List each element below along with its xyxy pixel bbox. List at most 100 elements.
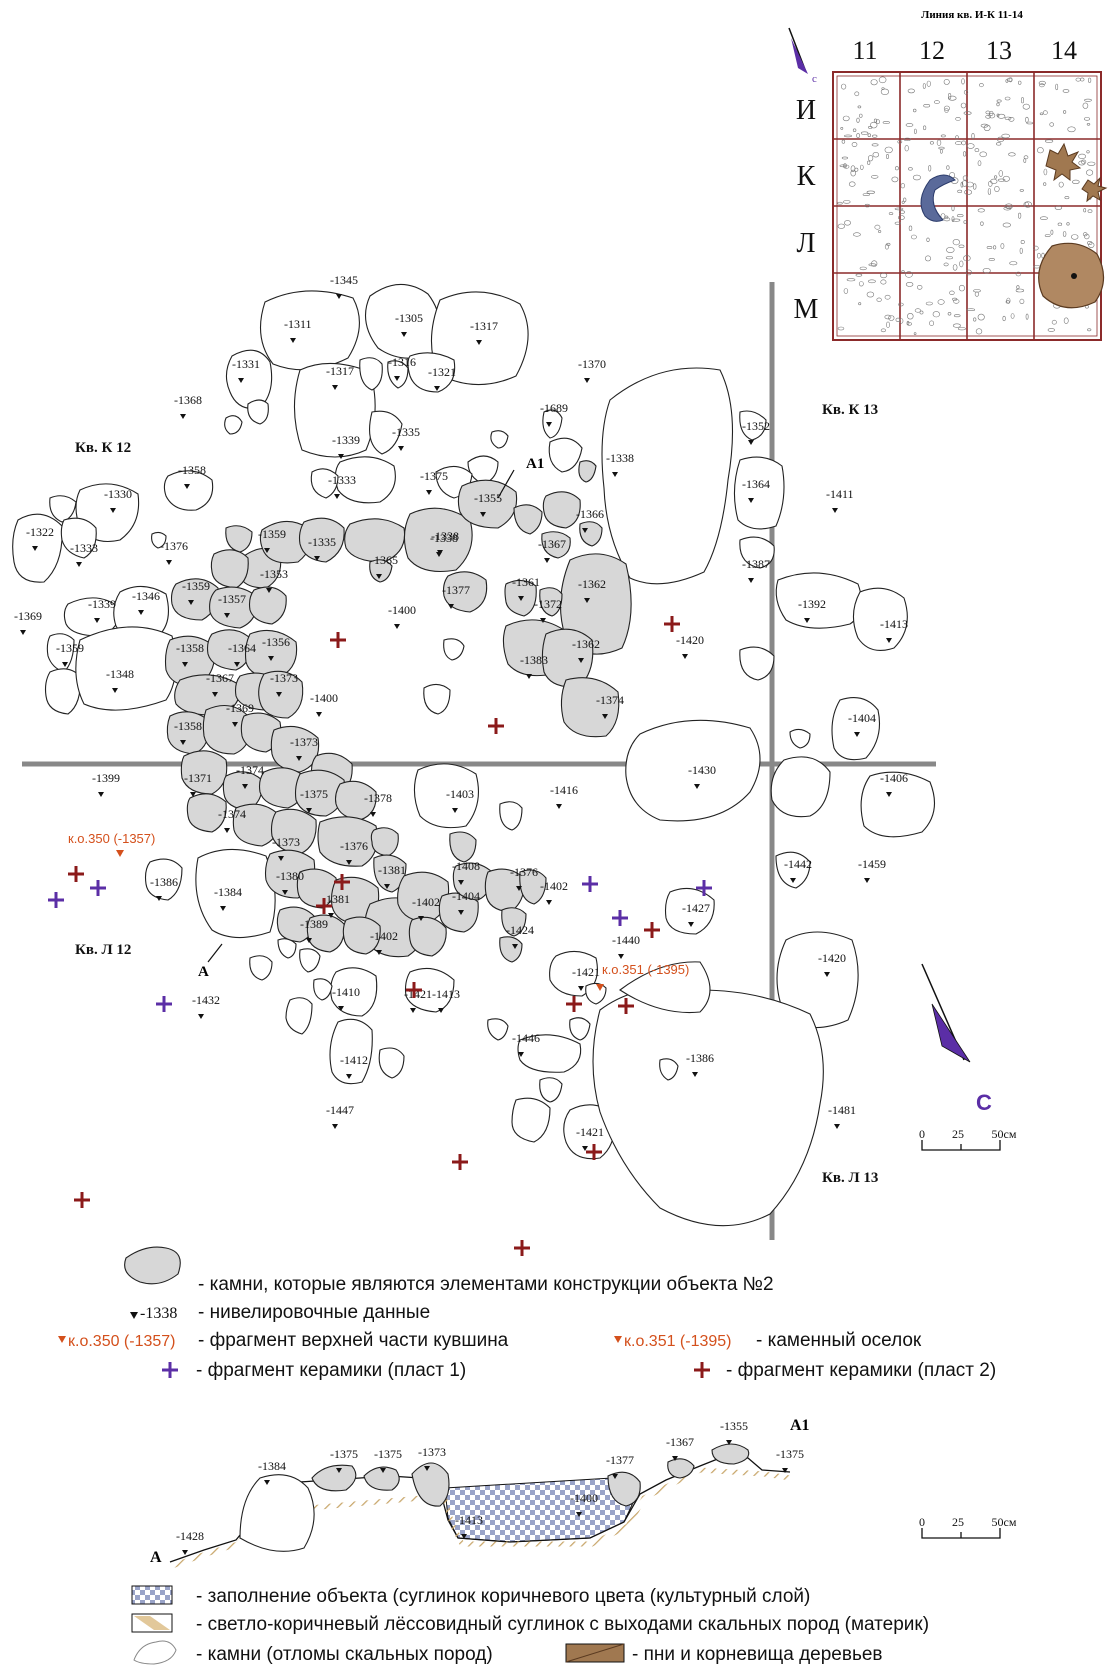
inset-pebble [1083, 208, 1087, 213]
inset-pebble [961, 140, 967, 146]
inset-pebble [924, 255, 931, 262]
inset-pebble [943, 262, 949, 267]
level-marker: -1374 [218, 807, 246, 833]
inset-pebble [1062, 89, 1070, 93]
level-marker: -1386 [150, 875, 178, 901]
ceramic-layer1-cross-icon [582, 876, 598, 892]
inset-pebble [1001, 133, 1011, 139]
level-marker: -1413 [880, 617, 908, 643]
level-marker: -1321 [428, 365, 456, 391]
level-value: -1377 [442, 583, 470, 597]
inset-pebble [1087, 77, 1092, 83]
inset-pebble [858, 281, 864, 287]
inset-pebble [1010, 313, 1015, 319]
inset-pebble [1087, 161, 1096, 166]
level-marker: -1316 [388, 355, 416, 381]
level-value: -1321 [428, 365, 456, 379]
inset-pebble [1008, 152, 1016, 157]
inset-pebble [850, 165, 856, 172]
legend-ceramic2-text: - фрагмент керамики (пласт 2) [726, 1360, 996, 1381]
level-value: -1339 [88, 597, 116, 611]
level-marker: -1339 [332, 433, 360, 459]
level-value: -1427 [682, 901, 710, 915]
inset-pebble [842, 115, 850, 122]
inset-pebble [1084, 117, 1091, 121]
inset-pebble [911, 234, 917, 240]
inset-pebble [1019, 247, 1023, 254]
inset-pebble [859, 113, 863, 118]
inset-north-letter: с [812, 73, 817, 85]
section-level-value: -1400 [570, 1491, 598, 1505]
inset-pebble [952, 239, 960, 246]
section-scale-0: 0 [919, 1515, 925, 1529]
inset-pebble [913, 332, 917, 335]
inset-pebble [882, 121, 890, 124]
inset-pebble [1023, 158, 1027, 163]
level-marker: -1322 [26, 525, 54, 551]
inset-pebble [952, 218, 961, 222]
inset-pebble [1084, 98, 1092, 102]
level-marker: -1481 [828, 1103, 856, 1129]
inset-pebble [964, 189, 972, 195]
ceramic-layer2-cross-icon [406, 982, 422, 998]
inset-pebble [963, 151, 967, 157]
plan-scale-25: 25 [952, 1127, 964, 1141]
section-level-value: -1384 [258, 1459, 286, 1473]
inset-pebble [1009, 261, 1018, 266]
legend-find1-marker-icon [58, 1336, 66, 1343]
inset-pebble [841, 139, 846, 144]
level-value: -1416 [550, 783, 578, 797]
level-marker: -1399 [92, 771, 120, 797]
level-value: -1311 [284, 317, 312, 331]
plan-scale-50: 50см [992, 1127, 1017, 1141]
level-value: -1399 [92, 771, 120, 785]
level-value: -1421 [572, 965, 600, 979]
level-value: -1689 [540, 401, 568, 415]
ceramic-markers [48, 616, 712, 1256]
inset-pebble [1086, 150, 1090, 154]
inset-pebble [901, 270, 905, 273]
level-value: -1316 [388, 355, 416, 369]
inset-row-labels: И К Л М [794, 95, 819, 325]
inset-pebble [1078, 160, 1086, 166]
inset-pebble [871, 134, 878, 138]
inset-pebble [839, 164, 847, 168]
level-value: -1359 [182, 579, 210, 593]
ceramic-layer2-cross-icon [316, 898, 332, 914]
level-marker: -1367 [206, 671, 234, 697]
ceramic-layer2-cross-icon [488, 718, 504, 734]
legend-bottom: - заполнение объекта (суглинок коричнево… [131, 1585, 929, 1665]
section-level-value: -1428 [176, 1529, 204, 1543]
inset-pebble [843, 288, 849, 294]
legend-ceramic2-cross-icon [694, 1362, 710, 1378]
level-value: -1370 [578, 357, 606, 371]
inset-pebble [884, 294, 891, 300]
inset-pebble [1039, 112, 1044, 116]
inset-pebble [1002, 175, 1010, 182]
section-scale-50: 50см [992, 1515, 1017, 1529]
inset-pebble [949, 290, 955, 295]
level-value: -1335 [392, 425, 420, 439]
inset-row-l: Л [797, 228, 816, 259]
section-level-value: -1377 [606, 1453, 634, 1467]
level-value: -1338 [431, 529, 459, 543]
level-marker: -1442 [784, 857, 812, 883]
inset-pebble [998, 170, 1003, 177]
square-label-k13: Кв. К 13 [822, 402, 878, 418]
inset-pebble [1047, 328, 1055, 332]
level-marker: -1365 [370, 553, 398, 579]
section-level-value: -1413 [455, 1513, 483, 1527]
inset-pebble [1005, 205, 1013, 210]
inset-pebble [958, 284, 965, 292]
level-marker: -1356 [262, 635, 290, 661]
inset-pebble [897, 140, 903, 144]
inset-pebble [862, 193, 870, 197]
inset-pebble [1064, 196, 1070, 200]
level-marker: -1331 [232, 357, 260, 383]
level-marker: -1380 [276, 869, 304, 895]
section-scale-bar: 0 25 50см [919, 1515, 1017, 1539]
inset-pebble [943, 105, 950, 111]
legend-ceramic1-cross-icon [162, 1362, 178, 1378]
inset-pebble [1015, 271, 1022, 277]
inset-pebble [1055, 83, 1059, 91]
